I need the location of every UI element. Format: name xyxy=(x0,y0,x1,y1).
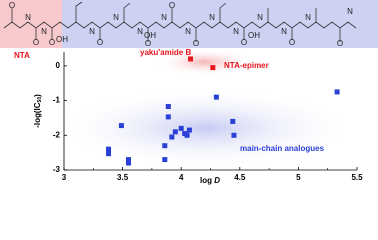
chain-region xyxy=(62,0,378,48)
y-label-sub: 50 xyxy=(37,97,43,103)
atom-label: O xyxy=(145,39,151,48)
y-tick-label: -1 xyxy=(53,96,61,105)
x-axis-label: log D xyxy=(200,176,220,185)
x-tick-label: 5.5 xyxy=(351,173,363,182)
point xyxy=(106,151,112,157)
point xyxy=(210,65,216,71)
point xyxy=(172,129,178,135)
y-label-end: ) xyxy=(33,94,42,97)
annotation: main-chain analogues xyxy=(240,144,325,153)
point xyxy=(165,114,171,120)
point xyxy=(213,94,219,100)
atom-label: N xyxy=(89,27,95,36)
nta-label: NTA xyxy=(14,51,30,60)
atom-label: OH xyxy=(56,35,68,44)
atom-label: N xyxy=(41,27,47,36)
y-label-main: -log(IC xyxy=(33,102,42,128)
atom-label: O xyxy=(33,38,39,47)
atom-label: N xyxy=(25,13,31,22)
point xyxy=(334,89,340,95)
point xyxy=(230,118,236,124)
y-tick-label: 0 xyxy=(56,61,61,70)
atom-label: N xyxy=(257,13,263,22)
point xyxy=(162,157,168,163)
point xyxy=(106,146,112,152)
atom-label: N xyxy=(347,7,353,16)
point xyxy=(231,132,237,138)
x-tick-label: 3 xyxy=(62,173,67,182)
annotation: yaku'amide B xyxy=(140,48,191,57)
y-tick-label: -3 xyxy=(53,165,61,174)
structure-bonds xyxy=(3,1,357,42)
point xyxy=(178,125,184,131)
annotation: NTA-epimer xyxy=(224,61,269,70)
point xyxy=(125,157,131,163)
blue-glow xyxy=(55,88,355,168)
atom-label: N xyxy=(281,27,287,36)
point xyxy=(188,56,194,62)
atom-label: N xyxy=(161,13,167,22)
atom-label: N xyxy=(233,27,239,36)
atom-label: N xyxy=(209,13,215,22)
x-label-italic: D xyxy=(214,176,220,185)
atom-label: OH xyxy=(248,31,260,40)
x-tick-label: 4 xyxy=(179,173,184,182)
point xyxy=(184,132,190,138)
point xyxy=(186,127,192,133)
atom-label: O xyxy=(241,38,247,47)
atom-label: O xyxy=(169,1,175,10)
point xyxy=(162,143,168,149)
atom-label: O xyxy=(289,38,295,47)
pink-glow xyxy=(155,48,255,76)
x-tick-label: 5 xyxy=(296,173,301,182)
y-tick-label: -2 xyxy=(53,130,61,139)
point xyxy=(165,103,171,109)
point xyxy=(169,134,175,140)
atom-label: O xyxy=(9,1,15,10)
point xyxy=(125,160,131,166)
x-tick-label: 3.5 xyxy=(117,173,129,182)
atom-label: N xyxy=(137,27,143,36)
point xyxy=(118,123,124,129)
atom-label: O xyxy=(337,39,343,48)
plot: 3 3.5 4 4.5 5 5.5 0 -1 -2 -3 log D -log(IC50) yaku'a… xyxy=(33,48,363,185)
atom-label: N xyxy=(305,13,311,22)
atom-label: O xyxy=(97,38,103,47)
atom-label: O xyxy=(193,39,199,48)
x-tick-label: 4.5 xyxy=(234,173,246,182)
y-axis-label: -log(IC50) xyxy=(33,94,43,128)
atom-label: O xyxy=(49,38,55,47)
atom-label: N xyxy=(185,27,191,36)
atom-label: N xyxy=(113,13,119,22)
x-label-main: log xyxy=(200,176,214,185)
atom-label: OH xyxy=(144,31,156,40)
